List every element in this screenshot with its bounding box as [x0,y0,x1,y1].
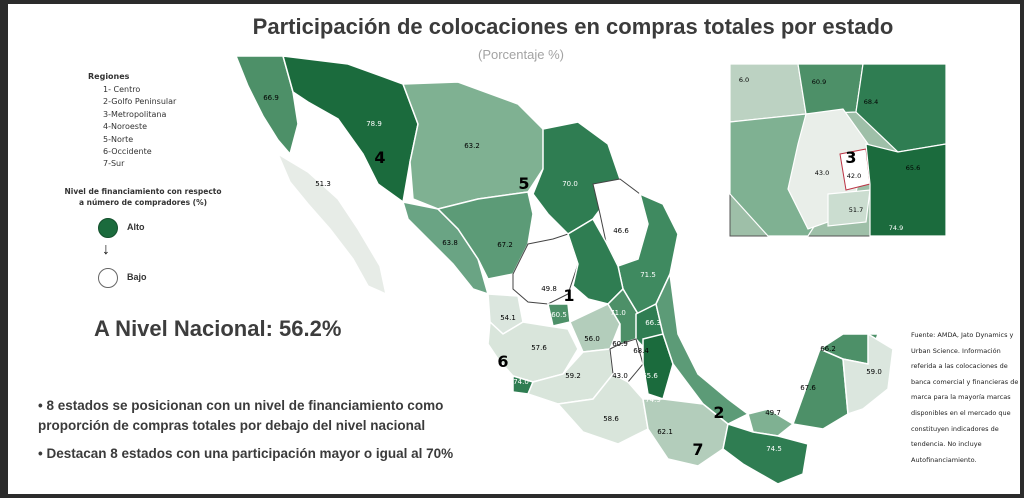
inset-puebla [865,143,947,237]
inset-value: 74.9 [889,224,903,232]
arrow-down-icon: ↓ [102,241,110,258]
region-number: 5 [518,174,529,193]
state-value: 71.0 [610,309,626,317]
state-value: 66.2 [820,345,836,353]
state-value: 60.5 [551,311,567,319]
region-number: 4 [374,148,385,167]
state-value: 63.2 [464,142,480,150]
region-number: 6 [497,352,508,371]
source-note: Fuente: AMDA, Jato Dynamics y Urban Scie… [911,331,1019,464]
state-value: 65.6 [642,372,658,380]
inset-area-north [797,63,864,115]
state-jalisco [487,320,579,383]
regions-legend: 1- Centro 2-Golfo Peninsular 3-Metropoli… [103,84,176,171]
state-value: 71.5 [640,271,656,279]
state-value: 46.6 [613,227,629,235]
state-value: 60.9 [612,340,628,348]
state-value: 74.9 [645,396,661,404]
state-value: 58.6 [603,415,619,423]
state-value: 54.1 [500,314,516,322]
state-tabasco [747,408,795,437]
state-baja-california-sur [276,152,388,296]
region-number: 1 [563,286,574,305]
state-value: 43.0 [612,372,628,380]
region-number: 7 [692,440,703,459]
national-level: A Nivel Nacional: 56.2% [94,316,342,341]
state-value: 57.6 [531,344,547,352]
region-item: 7-Sur [103,159,125,169]
state-value: 49.8 [541,285,557,293]
region-item: 3-Metropolitana [103,109,167,119]
state-value: 63.8 [442,239,458,247]
state-guanajuato [569,303,621,353]
state-chiapas [722,423,809,485]
regions-legend-title: Regiones [88,72,130,81]
region-item: 4-Noroeste [103,122,148,132]
financing-legend-title: Nivel de financiamiento con respecto a n… [64,187,222,207]
state-value: 51.3 [315,180,331,188]
state-value: 74.0 [513,378,529,386]
state-value: 74.5 [766,445,782,453]
inset-morelos [827,189,871,227]
low-level-label: Bajo [127,272,147,282]
slide: Participación de colocaciones en compras… [8,4,1020,494]
region-number: 3 [845,148,856,167]
bullet-point: • 8 estados se posicionan con un nivel d… [38,398,444,433]
region-item: 1- Centro [103,85,141,94]
state-value: 62.1 [657,428,673,436]
state-zacatecas [512,233,579,305]
bullet-point: • Destacan 8 estados con una participaci… [38,446,454,461]
region-number: 2 [713,403,724,422]
state-value: 59.2 [565,372,581,380]
region-item: 6-Occidente [103,147,152,157]
page-title: Participación de colocaciones en compras… [252,14,894,39]
low-level-swatch [98,268,118,288]
state-value: 68.4 [633,347,649,355]
state-quintana-roo [842,332,894,416]
metro-inset: 6.0 60.9 68.4 43.0 42.0 65.6 51.7 74.9 3 [729,63,947,237]
region-item: 5-Norte [103,134,134,144]
state-value: 49.7 [765,409,781,417]
inset-value: 68.4 [864,98,878,106]
state-value: 70.0 [562,180,578,188]
state-value: 66.9 [263,94,279,102]
inset-value: 60.9 [812,78,826,86]
page-subtitle: (Porcentaje %) [478,47,564,62]
state-sonora [281,55,419,204]
inset-value: 51.7 [849,206,863,214]
state-value: 78.9 [366,120,382,128]
inset-value: 65.6 [906,164,920,172]
mexico-map: 66.9 78.9 63.2 51.3 70.0 46.6 63.8 67.2 … [234,55,947,485]
high-level-label: Alto [127,222,145,232]
state-value: 66.3 [645,319,661,327]
inset-value: 6.0 [739,76,749,84]
state-value: 56.0 [584,335,600,343]
inset-value: 42.0 [847,172,861,180]
region-item: 2-Golfo Peninsular [103,97,177,107]
state-value: 67.2 [497,241,513,249]
high-level-swatch [98,218,118,238]
state-value: 59.0 [866,368,882,376]
inset-area-top [729,63,807,123]
inset-value: 43.0 [815,169,829,177]
state-value: 67.6 [800,384,816,392]
